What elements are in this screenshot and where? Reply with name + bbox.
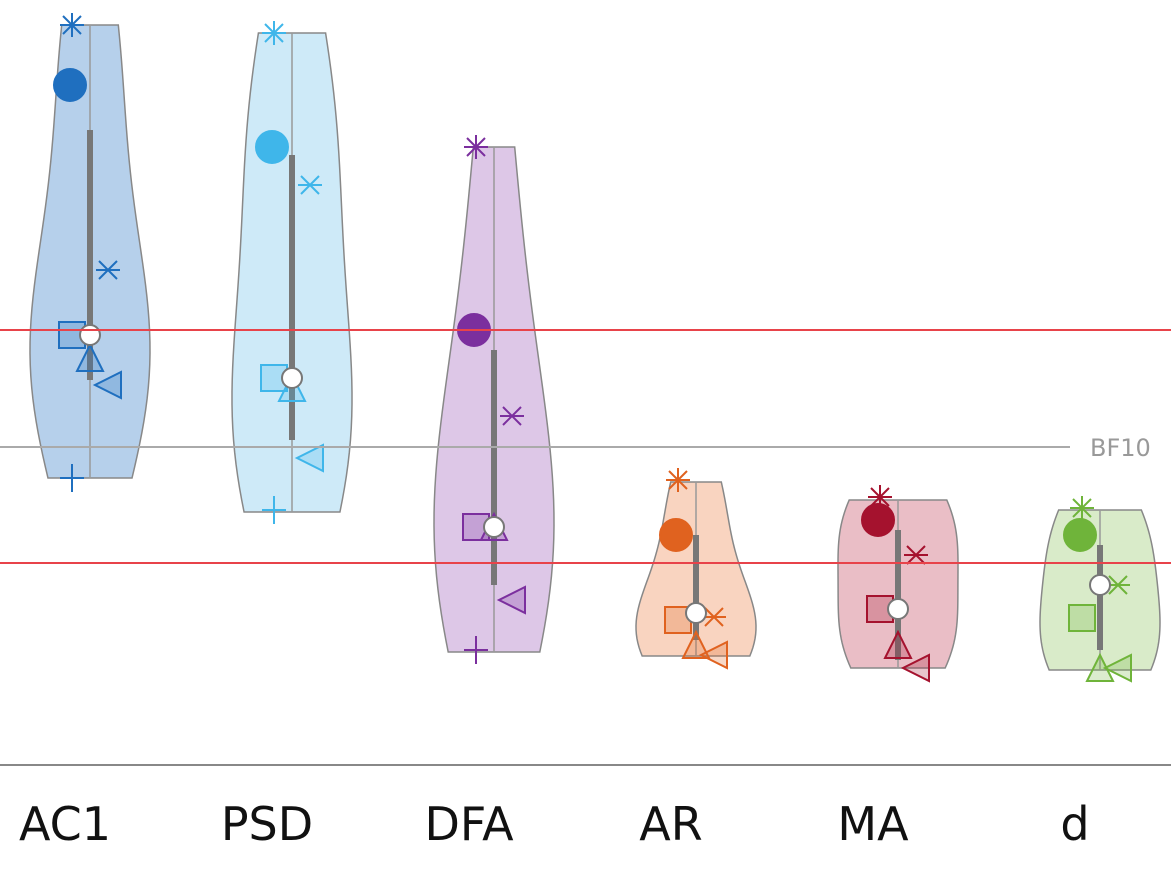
point <box>900 653 930 683</box>
median <box>483 516 505 538</box>
x-tick-label: PSD <box>221 797 313 851</box>
point <box>464 135 488 159</box>
point <box>255 130 289 164</box>
median <box>281 367 303 389</box>
point <box>861 503 895 537</box>
x-tick-label: AR <box>639 797 702 851</box>
point <box>262 496 286 524</box>
median <box>887 598 909 620</box>
point <box>868 485 892 509</box>
point <box>298 175 322 195</box>
point <box>666 468 690 492</box>
point <box>294 443 324 473</box>
point <box>1063 518 1097 552</box>
point <box>1102 653 1132 683</box>
x-tick-label: MA <box>837 797 909 851</box>
point <box>96 260 120 280</box>
point <box>681 629 711 659</box>
reference-label: BF10 <box>1090 434 1151 462</box>
median <box>1089 574 1111 596</box>
x-tick-label: d <box>1060 797 1089 851</box>
point <box>1068 604 1096 632</box>
point <box>500 406 524 426</box>
point <box>75 342 105 372</box>
point <box>53 68 87 102</box>
point <box>60 464 84 492</box>
point <box>883 629 913 659</box>
point <box>262 21 286 45</box>
point <box>464 636 488 664</box>
point <box>904 545 928 565</box>
median <box>685 602 707 624</box>
median <box>79 324 101 346</box>
point <box>659 518 693 552</box>
point <box>60 13 84 37</box>
x-tick-label: DFA <box>424 797 514 851</box>
point <box>496 585 526 615</box>
point <box>1070 496 1094 520</box>
x-tick-label: AC1 <box>19 797 111 851</box>
point <box>92 370 122 400</box>
point <box>698 640 728 670</box>
